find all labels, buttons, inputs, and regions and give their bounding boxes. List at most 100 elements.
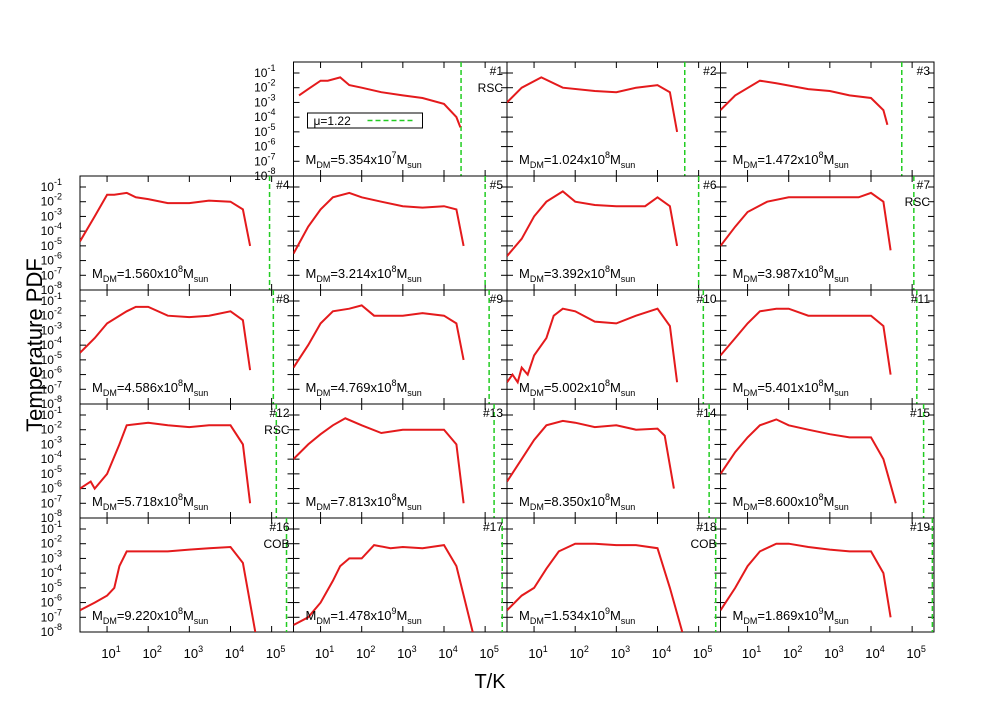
mass-label-part: sun [621, 502, 636, 512]
x-tick-label-power: 2 [157, 644, 162, 654]
mass-label-part: DM [743, 502, 757, 512]
mass-label-part: DM [530, 274, 544, 284]
y-tick-label-power: -7 [54, 493, 62, 503]
y-tick-label: 10-5 [41, 236, 62, 253]
x-tick-label-power: 1 [329, 644, 334, 654]
pdf-line [720, 307, 892, 375]
x-tick-label-power: 2 [584, 644, 589, 654]
y-tick-label: 10-7 [41, 379, 62, 396]
mass-label-part: M [610, 152, 621, 167]
y-tick-label-base: 10 [254, 95, 268, 109]
mass-label-part: M [519, 494, 530, 509]
mass-label-part: =1.560x10 [117, 266, 178, 281]
pdf-line [298, 76, 462, 128]
mass-label-part: M [183, 380, 194, 395]
y-tick-label: 10-3 [41, 548, 62, 565]
y-tick-label-base: 10 [41, 482, 55, 496]
y-tick-label-base: 10 [41, 581, 55, 595]
panel-number: #11 [911, 292, 930, 306]
y-tick-label-base: 10 [41, 309, 55, 323]
mass-label-part: 8 [818, 492, 823, 502]
x-tick-label-base: 10 [356, 646, 370, 661]
y-tick-label-power: -7 [54, 265, 62, 275]
panel-note: RSC [905, 195, 931, 209]
x-tick-label: 102 [569, 644, 588, 661]
x-tick-label: 101 [101, 644, 120, 661]
pdf-line [507, 190, 679, 257]
panel-number: #12 [269, 406, 289, 420]
panel-number: #9 [490, 292, 504, 306]
x-axis-label: T/K [474, 671, 506, 693]
mass-label-part: M [396, 266, 407, 281]
x-tick-label-base: 10 [824, 646, 838, 661]
y-axis-label: Temperature PDF [22, 258, 47, 432]
panel-number: #17 [483, 520, 503, 534]
y-tick-label-base: 10 [254, 140, 268, 154]
x-tick-label-base: 10 [315, 646, 329, 661]
y-tick-label-base: 10 [254, 125, 268, 139]
mass-label-part: sun [621, 274, 636, 284]
mass-label-part: sun [834, 274, 849, 284]
mass-label: MDM=9.220x108Msun [92, 606, 208, 626]
y-tick-label: 10-2 [41, 192, 62, 209]
y-tick-label: 10-1 [41, 291, 62, 308]
mass-label-part: M [733, 152, 744, 167]
x-tick-label-power: 4 [880, 644, 885, 654]
x-tick-label: 105 [693, 644, 712, 661]
y-tick-label: 10-2 [41, 534, 62, 551]
mass-label-part: =3.214x10 [330, 266, 391, 281]
mass-label-part: 8 [391, 264, 396, 274]
x-tick-label-base: 10 [142, 646, 156, 661]
mass-label-part: sun [407, 274, 422, 284]
mass-label-part: sun [194, 274, 209, 284]
y-tick-label-power: -2 [54, 420, 62, 430]
x-tick-label-power: 3 [412, 644, 417, 654]
mass-label-part: M [610, 266, 621, 281]
mass-label: MDM=3.214x108Msun [306, 264, 422, 284]
mass-label-part: 8 [178, 606, 183, 616]
pdf-line [293, 544, 474, 632]
y-tick-label: 10-5 [41, 350, 62, 367]
mass-label: MDM=1.024x108Msun [519, 150, 635, 170]
mass-label-part: M [396, 494, 407, 509]
y-tick-label-base: 10 [41, 437, 55, 451]
x-tick-label: 103 [184, 644, 203, 661]
y-tick-label-base: 10 [41, 551, 55, 565]
y-tick-label-base: 10 [41, 239, 55, 253]
mass-label-part: DM [743, 388, 757, 398]
y-tick-label-base: 10 [254, 110, 268, 124]
mass-label-part: sun [621, 388, 636, 398]
y-tick-label-power: -6 [54, 365, 62, 375]
y-tick-label-base: 10 [41, 323, 55, 337]
panel: 10-810-710-610-510-410-310-210-1 #4MDM=1.… [41, 175, 294, 297]
y-tick-label-base: 10 [41, 522, 55, 536]
y-tick-label: 10-3 [41, 206, 62, 223]
mass-label-part: DM [103, 274, 117, 284]
panel-note: RSC [478, 81, 504, 95]
panel-number: #14 [696, 406, 716, 420]
y-tick-label-power: -4 [54, 563, 62, 573]
mass-label-part: DM [530, 616, 544, 626]
mass-label-part: M [306, 380, 317, 395]
mass-label-part: 9 [818, 606, 823, 616]
mass-label-part: =1.024x10 [544, 152, 605, 167]
pdf-line [720, 191, 892, 251]
y-tick-label: 10-6 [41, 365, 62, 382]
x-tick-label-base: 10 [225, 646, 239, 661]
pdf-line [507, 307, 679, 385]
mass-label: MDM=1.560x108Msun [92, 264, 208, 284]
y-tick-label-power: -7 [54, 607, 62, 617]
x-tick-label-power: 3 [198, 644, 203, 654]
mass-label: MDM=8.350x108Msun [519, 492, 635, 512]
mass-label: MDM=5.401x108Msun [733, 378, 849, 398]
x-tick-label: 103 [611, 644, 630, 661]
x-tick-label-power: 1 [116, 644, 121, 654]
x-tick-label-power: 2 [370, 644, 375, 654]
y-tick-label-base: 10 [41, 511, 55, 525]
y-tick-label-power: -5 [54, 464, 62, 474]
